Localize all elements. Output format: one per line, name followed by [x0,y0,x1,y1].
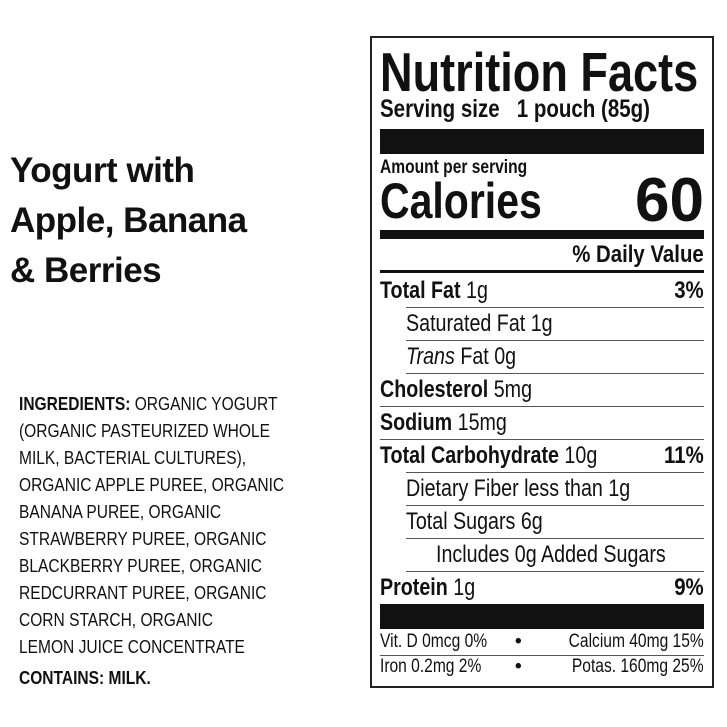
ingredients-line: ORGANIC APPLE PUREE, ORGANIC [19,474,285,495]
micronutrient: Potas. 160mg 25% [572,656,704,677]
contains-statement: CONTAINS: MILK. [19,664,284,691]
nutrient-name: Saturated Fat 1g [406,310,553,337]
divider [406,307,704,308]
nutrient-name: Sodium [380,409,453,436]
ingredients-line: (ORGANIC PASTEURIZED WHOLE [19,420,270,441]
title-line: Apple, Banana [10,201,247,240]
ingredients-line: BANANA PUREE, ORGANIC [19,501,222,522]
divider [406,340,704,341]
nutrient-name: Total Fat [380,277,461,304]
nutrient-amount: 1g [447,574,476,601]
bullet: • [515,656,522,677]
serving-value: 1 pouch (85g) [516,95,650,123]
amount-per-serving: Amount per serving [380,157,528,178]
micronutrient-row: Vit. D 0mcg 0% • Calcium 40mg 15% [380,630,704,654]
nutrient-row: Dietary Fiber less than 1g [380,472,704,505]
divider [406,472,704,473]
label-title: Nutrition Facts [380,41,699,103]
nutrient-amount: Fat 0g [454,343,517,370]
ingredients-line: CORN STARCH, ORGANIC [19,609,213,630]
calories-value: 60 [635,166,704,235]
nutrient-amount: 15mg [452,409,507,436]
nutrient-amount: 1g [460,277,488,304]
nutrient-row: Cholesterol 5mg [380,373,704,406]
nutrient-name: Cholesterol [380,376,489,403]
ingredients-line: BLACKBERRY PUREE, ORGANIC [19,555,262,576]
contains-value: MILK. [104,667,151,688]
nutrient-row: Protein 1g 9% [380,571,704,604]
ingredients-line: REDCURRANT PUREE, ORGANIC [19,582,267,603]
contains-heading: CONTAINS: [19,667,105,688]
nutrient-row: Total Fat 1g 3% [380,274,704,307]
nutrient-daily-value: 9% [674,574,704,601]
title-line: & Berries [10,251,162,290]
nutrient-row: Includes 0g Added Sugars [380,538,704,571]
divider [406,373,704,374]
nutrient-name: Protein [380,574,448,601]
nutrition-facts-label: Nutrition Facts Serving size 1 pouch (85… [370,36,714,688]
ingredients-line: LEMON JUICE CONCENTRATE [19,636,245,657]
calories-label: Calories [380,173,542,229]
micronutrient: Calcium 40mg 15% [568,631,704,652]
divider [406,538,704,539]
ingredients-line: ORGANIC YOGURT [130,393,278,414]
ingredients-heading: INGREDIENTS: [19,393,131,414]
nutrient-row: Saturated Fat 1g [380,307,704,340]
thick-divider [380,230,704,239]
bullet: • [515,631,522,652]
divider [380,655,704,656]
divider [380,439,704,440]
thick-divider [380,129,704,154]
nutrient-row: Total Carbohydrate 10g 11% [380,439,704,472]
product-title: Yogurt with Apple, Banana & Berries [10,146,247,296]
ingredients-line: STRAWBERRY PUREE, ORGANIC [19,528,267,549]
nutrient-row: Total Sugars 6g [380,505,704,538]
nutrient-row: Trans Fat 0g [380,340,704,373]
nutrient-row: Sodium 15mg [380,406,704,439]
title-line: Yogurt with [10,151,195,190]
nutrient-daily-value: 3% [674,277,704,304]
ingredients: INGREDIENTS: ORGANIC YOGURT (ORGANIC PAS… [19,390,284,691]
divider [380,270,704,273]
ingredients-line: MILK, BACTERIAL CULTURES), [19,447,247,468]
divider [380,406,704,407]
nutrient-name: Total Carbohydrate [380,442,559,469]
divider [406,571,704,572]
thick-divider [380,604,704,629]
nutrient-daily-value: 11% [664,442,704,469]
micronutrient: Iron 0.2mg 2% [380,656,482,677]
nutrient-name: Total Sugars 6g [406,508,543,535]
nutrient-name: Dietary Fiber less than 1g [406,475,631,502]
serving-label: Serving size [380,95,500,123]
micronutrient-row: Iron 0.2mg 2% • Potas. 160mg 25% [380,655,704,679]
nutrient-amount: 10g [558,442,598,469]
nutrient-name: Trans [406,343,455,370]
divider [406,505,704,506]
nutrient-amount: 5mg [488,376,533,403]
daily-value-header: % Daily Value [572,241,704,268]
nutrient-name: Includes 0g Added Sugars [436,541,666,568]
micronutrient: Vit. D 0mcg 0% [380,631,488,652]
serving-size: Serving size 1 pouch (85g) [380,94,650,124]
